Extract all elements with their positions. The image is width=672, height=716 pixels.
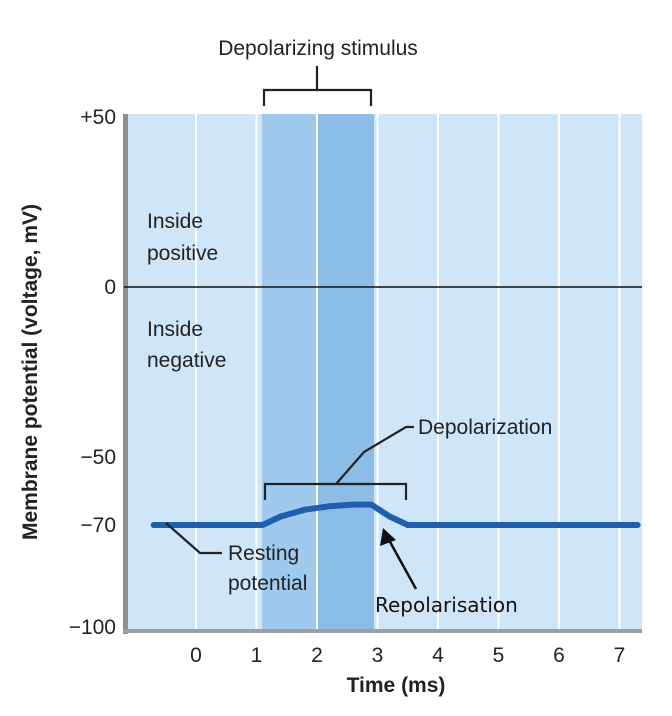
x-tick-label-4: 4 [432,644,444,667]
x-tick-label-2: 2 [311,644,323,667]
gridlines [195,114,621,630]
y-tick-labels: +50 0 −50 −70 −100 [69,106,116,639]
x-tick-label-0: 0 [190,644,202,667]
y-axis-line [123,114,128,634]
x-tick-label-6: 6 [553,644,565,667]
inside-positive-line2: positive [147,242,218,265]
resting-leader [165,522,222,555]
repolarisation-arrowhead [380,528,396,546]
resting-label-line1: Resting [228,542,299,565]
stimulus-bracket [262,66,373,106]
y-tick-label-neg70: −70 [80,514,116,537]
y-tick-label-neg100: −100 [69,616,116,639]
x-axis-line [123,629,642,633]
repolarisation-label: Repolarisation [375,593,518,617]
x-tick-label-1: 1 [251,644,263,667]
repolarisation-arrow [387,539,418,590]
x-tick-label-7: 7 [614,644,626,667]
inside-negative-line2: negative [147,349,226,372]
x-axis-title: Time (ms) [347,674,446,697]
inside-positive-line1: Inside [147,210,203,233]
depolarization-bracket [263,425,414,500]
x-tick-label-3: 3 [372,644,384,667]
membrane-potential-line [150,501,641,528]
depolarization-label: Depolarization [418,416,552,439]
stimulus-band-inner [318,114,374,630]
y-tick-label-0: 0 [104,276,116,299]
x-tick-labels: 0 1 2 3 4 5 6 7 [190,644,625,667]
inside-negative-line1: Inside [147,318,203,341]
y-tick-label-neg50: −50 [80,446,116,469]
resting-label-line2: potential [228,572,307,595]
y-axis-title: Membrane potential (voltage, mV) [19,204,42,540]
y-tick-label-50: +50 [80,106,116,129]
x-tick-label-5: 5 [493,644,505,667]
stimulus-label: Depolarizing stimulus [218,37,418,60]
